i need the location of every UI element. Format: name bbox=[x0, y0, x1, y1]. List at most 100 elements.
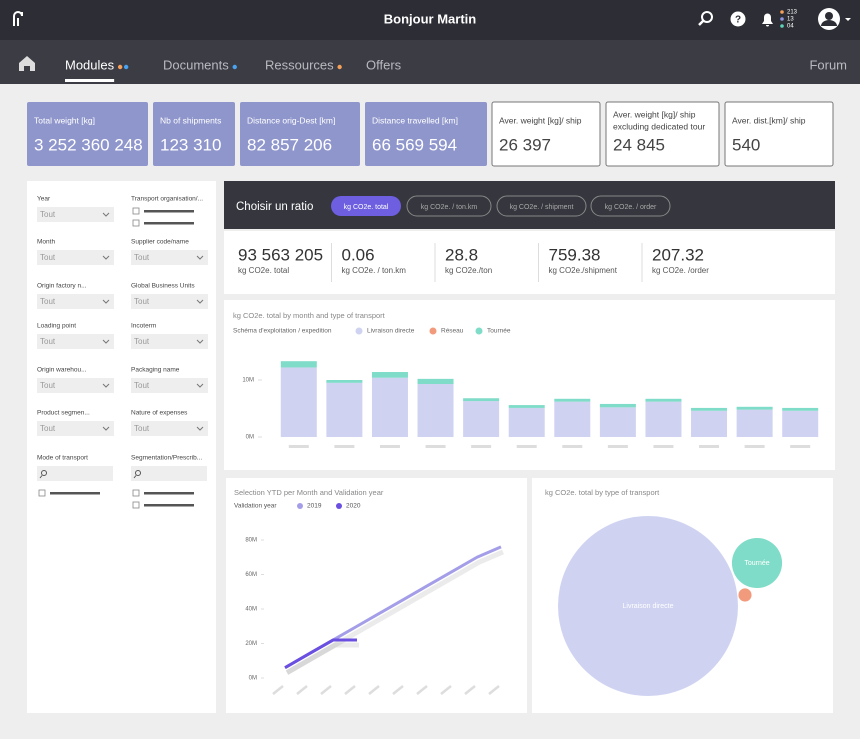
x-tick-placeholder bbox=[744, 445, 765, 448]
filter-value: Tout bbox=[134, 337, 150, 346]
ratio-pill[interactable] bbox=[331, 196, 401, 216]
checkbox-label-placeholder bbox=[144, 210, 194, 213]
x-tick-placeholder bbox=[344, 685, 356, 695]
avatar[interactable] bbox=[818, 8, 851, 30]
checkbox[interactable] bbox=[132, 501, 140, 509]
notification-count: 04 bbox=[787, 24, 794, 30]
bar-segment bbox=[326, 380, 363, 383]
x-tick-placeholder bbox=[790, 445, 811, 448]
ratio-bar bbox=[224, 181, 835, 229]
kpi-value: 66 569 594 bbox=[372, 135, 457, 154]
filter-select[interactable] bbox=[131, 294, 208, 309]
chart-title: kg CO2e. total by type of transport bbox=[545, 488, 660, 497]
header-title: Bonjour Martin bbox=[384, 11, 476, 26]
nav-item[interactable]: Ressources bbox=[265, 57, 334, 72]
filter-select[interactable] bbox=[37, 421, 114, 436]
filter-value: Tout bbox=[134, 297, 150, 306]
filter-select[interactable] bbox=[37, 334, 114, 349]
x-tick-placeholder bbox=[607, 445, 628, 448]
x-tick-placeholder bbox=[653, 445, 674, 448]
bubble-label: Livraison directe bbox=[623, 603, 674, 610]
bar-segment bbox=[782, 407, 819, 411]
ratio-pill-label[interactable]: kg CO2e. / shipment bbox=[510, 204, 574, 211]
filter-select[interactable] bbox=[131, 250, 208, 265]
checkbox-label-placeholder bbox=[144, 222, 194, 225]
kpi-value: 26 397 bbox=[499, 135, 551, 154]
logo[interactable] bbox=[13, 11, 23, 26]
checkbox-label-placeholder bbox=[50, 492, 100, 495]
filter-label: Loading point bbox=[37, 323, 76, 330]
filter-value: Tout bbox=[40, 424, 56, 433]
checkbox[interactable] bbox=[132, 489, 140, 497]
select-caret bbox=[196, 299, 204, 304]
y-tick-label: 40M bbox=[245, 607, 257, 613]
checkbox[interactable] bbox=[132, 219, 140, 227]
nav-forum[interactable]: Forum bbox=[809, 57, 847, 72]
stat-label: kg CO2e. / ton.km bbox=[342, 266, 407, 275]
notification-count: 213 bbox=[787, 10, 798, 16]
bar-segment bbox=[691, 407, 728, 411]
x-tick-placeholder bbox=[464, 685, 476, 695]
ratio-pill-label[interactable]: kg CO2e. total bbox=[344, 204, 389, 211]
legend-label: Tournée bbox=[487, 328, 511, 335]
nav-bar bbox=[0, 40, 860, 84]
legend-title: Validation year bbox=[234, 503, 277, 510]
filter-select[interactable] bbox=[131, 421, 208, 436]
ratio-pill[interactable] bbox=[590, 195, 671, 217]
filter-label: Product segmen... bbox=[37, 410, 90, 417]
x-tick-placeholder bbox=[699, 445, 720, 448]
filter-value: Tout bbox=[40, 210, 56, 219]
select-caret bbox=[102, 426, 110, 431]
chart-panel bbox=[226, 478, 527, 713]
ratio-pill-label[interactable]: kg CO2e. / order bbox=[605, 204, 657, 211]
legend-marker bbox=[429, 327, 437, 335]
ratio-pill[interactable] bbox=[496, 195, 587, 217]
bubble bbox=[558, 516, 738, 696]
filter-select[interactable] bbox=[131, 378, 208, 393]
kpi-value: 82 857 206 bbox=[247, 135, 332, 154]
filter-label: Packaging name bbox=[131, 367, 180, 374]
search-icon[interactable] bbox=[698, 11, 713, 26]
checkbox[interactable] bbox=[38, 489, 46, 497]
nav-item[interactable]: Offers bbox=[366, 57, 402, 72]
bubble bbox=[738, 588, 752, 602]
kpi-card bbox=[27, 102, 148, 166]
bar-segment bbox=[463, 398, 500, 402]
bell-icon[interactable] bbox=[762, 13, 773, 27]
search-box[interactable] bbox=[131, 466, 207, 481]
checkbox-label-placeholder bbox=[144, 492, 194, 495]
legend-label: Réseau bbox=[441, 328, 464, 335]
checkbox[interactable] bbox=[132, 207, 140, 215]
line bbox=[284, 638, 357, 669]
select-caret bbox=[196, 383, 204, 388]
filter-label: Year bbox=[37, 196, 51, 203]
nav-item[interactable]: Modules bbox=[65, 57, 115, 72]
nav-item[interactable]: Documents bbox=[163, 57, 229, 72]
filter-select[interactable] bbox=[37, 378, 114, 393]
ratio-title: Choisir un ratio bbox=[236, 201, 313, 213]
notification-dot bbox=[780, 17, 784, 21]
bar-segment bbox=[691, 410, 728, 437]
ratio-pill-label[interactable]: kg CO2e. / ton.km bbox=[421, 204, 478, 211]
filter-select[interactable] bbox=[37, 207, 114, 222]
line-shadow bbox=[285, 642, 359, 675]
chart-title: Selection YTD per Month and Validation y… bbox=[234, 488, 384, 497]
filter-select[interactable] bbox=[131, 334, 208, 349]
bar-segment bbox=[782, 410, 819, 437]
search-box[interactable] bbox=[37, 466, 113, 481]
kpi-label: Aver. weight [kg]/ ship bbox=[499, 115, 582, 125]
legend-marker bbox=[336, 503, 342, 509]
filter-select[interactable] bbox=[37, 250, 114, 265]
kpi-card bbox=[724, 101, 834, 167]
help-icon[interactable]: ? bbox=[730, 11, 746, 27]
nav-underline bbox=[65, 79, 115, 82]
filter-select[interactable] bbox=[37, 294, 114, 309]
filter-label: Global Business Units bbox=[131, 283, 195, 290]
filter-label: Month bbox=[37, 239, 55, 246]
kpi-label: Aver. weight [kg]/ ship bbox=[613, 109, 696, 119]
ratio-pill[interactable] bbox=[406, 195, 492, 217]
home-icon[interactable] bbox=[19, 56, 35, 71]
select-caret bbox=[102, 383, 110, 388]
stats-panel bbox=[224, 231, 835, 294]
